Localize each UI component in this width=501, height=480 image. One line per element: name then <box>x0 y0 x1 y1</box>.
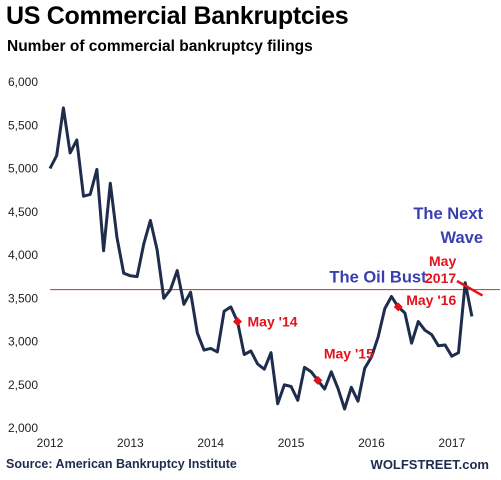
annotation-marker <box>313 375 323 385</box>
x-tick-label: 2012 <box>37 436 64 450</box>
annotation-label: May '15 <box>324 345 374 361</box>
y-tick-label: 5,000 <box>8 162 38 176</box>
x-axis-ticks: 2012 2013 2014 2015 2016 2017 <box>37 436 466 450</box>
annotation-arrow <box>456 279 484 297</box>
annotation-marker <box>233 317 242 327</box>
x-tick-label: 2015 <box>278 436 305 450</box>
next-wave-label: Wave <box>441 229 484 247</box>
x-tick-label: 2014 <box>197 436 224 450</box>
annotation-label: May '16 <box>406 292 456 308</box>
y-tick-label: 3,500 <box>8 291 38 305</box>
annotation-label: May '14 <box>248 314 298 330</box>
may-2017-label: 2017 <box>425 270 456 286</box>
y-tick-label: 2,000 <box>8 421 38 435</box>
annotation-marker <box>393 302 403 312</box>
y-tick-label: 6,000 <box>8 75 38 89</box>
next-wave-label: The Next <box>413 205 483 223</box>
y-tick-label: 3,000 <box>8 335 38 349</box>
y-axis-ticks: 2,000 2,500 3,000 3,500 4,000 4,500 5,000 5,500… <box>8 75 38 435</box>
source-note: Source: American Bankruptcy Institute <box>6 457 237 471</box>
oil-bust-label: The Oil Bust <box>329 269 427 287</box>
annotations: May '14 May '15 May '16 The Oil Bust The Nex… <box>248 205 484 361</box>
x-tick-label: 2013 <box>117 436 144 450</box>
y-tick-label: 4,500 <box>8 205 38 219</box>
chart-title: US Commercial Bankruptcies <box>6 2 349 30</box>
brand-label: WOLFSTREET.com <box>370 457 489 472</box>
y-tick-label: 4,000 <box>8 248 38 262</box>
series-line <box>48 106 474 411</box>
x-tick-label: 2016 <box>358 436 385 450</box>
y-tick-label: 5,500 <box>8 118 38 132</box>
annotation-markers <box>233 302 403 385</box>
y-tick-label: 2,500 <box>8 378 38 392</box>
chart-subtitle: Number of commercial bankruptcy filings <box>7 38 313 55</box>
may-2017-label: May <box>429 253 456 269</box>
x-tick-label: 2017 <box>438 436 465 450</box>
